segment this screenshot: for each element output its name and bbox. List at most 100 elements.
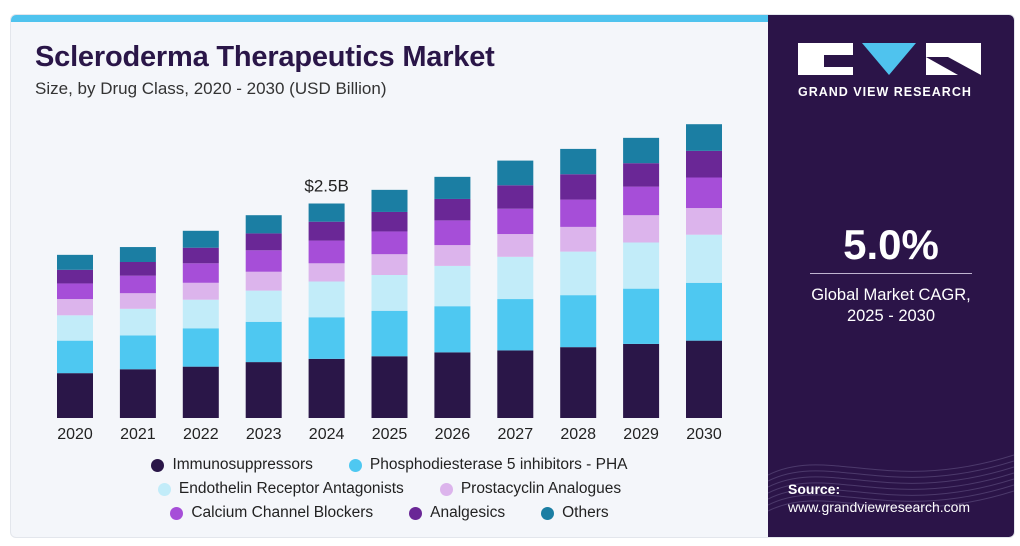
legend-swatch bbox=[151, 458, 165, 472]
x-tick-label: 2025 bbox=[372, 426, 408, 443]
bar-segment bbox=[497, 160, 534, 186]
data-annotation: $2.5B bbox=[304, 177, 348, 196]
bar-segment bbox=[560, 174, 597, 200]
bar-segment bbox=[245, 362, 282, 418]
bar-segment bbox=[245, 321, 282, 363]
bar-segment bbox=[119, 275, 156, 294]
bar-segment bbox=[371, 231, 408, 255]
x-tick-label: 2030 bbox=[686, 426, 722, 443]
legend-swatch bbox=[348, 458, 362, 472]
bar-segment bbox=[119, 369, 156, 418]
legend-item-prostacyclin: Prostacyclin Analogues bbox=[439, 480, 622, 498]
bar-segment bbox=[623, 215, 660, 243]
bar-segment bbox=[119, 308, 156, 336]
bar-segment bbox=[371, 189, 408, 212]
source-link[interactable]: www.grandviewresearch.com bbox=[788, 499, 971, 515]
legend-item-analgesics: Analgesics bbox=[409, 504, 505, 522]
bar-segment bbox=[119, 335, 156, 370]
bar-segment bbox=[57, 340, 93, 374]
bar-segment bbox=[245, 290, 282, 322]
bar-segment bbox=[182, 366, 219, 418]
bar-segment bbox=[57, 299, 93, 316]
bar-segment bbox=[497, 350, 534, 418]
sidebar-panel: GRAND VIEW RESEARCH 5.0% Global Market C… bbox=[768, 15, 1014, 537]
bar-segment bbox=[245, 250, 282, 272]
bar-segment bbox=[623, 137, 660, 164]
bar-segment bbox=[623, 242, 660, 289]
bar-segment bbox=[308, 221, 345, 241]
bar-segment bbox=[308, 240, 345, 264]
chart-subtitle: Size, by Drug Class, 2020 - 2030 (USD Bi… bbox=[35, 79, 387, 98]
bar-segment bbox=[57, 254, 93, 270]
legend-label: Calcium Channel Blockers bbox=[191, 504, 374, 521]
cagr-divider bbox=[810, 273, 972, 274]
x-tick-label: 2027 bbox=[498, 426, 534, 443]
bar-segment bbox=[245, 215, 282, 234]
legend-label: Phosphodiesterase 5 inhibitors - PHA bbox=[369, 456, 628, 473]
cagr-label-line2: 2025 - 2030 bbox=[846, 307, 936, 325]
x-tick-label: 2021 bbox=[120, 426, 156, 443]
wave-pattern bbox=[768, 454, 1014, 512]
bar-segment bbox=[371, 211, 408, 232]
legend-item-calcium: Calcium Channel Blockers bbox=[170, 504, 373, 522]
bar-segment bbox=[560, 251, 597, 296]
legend-label: Prostacyclin Analogues bbox=[460, 480, 622, 497]
bar-segment bbox=[560, 199, 597, 227]
legend-label: Endothelin Receptor Antagonists bbox=[178, 480, 404, 497]
legend-row: Immunosuppressors Phosphodiesterase 5 in… bbox=[11, 453, 768, 477]
legend-label: Others bbox=[562, 504, 609, 521]
bar-segment bbox=[182, 299, 219, 329]
bar-segment bbox=[497, 256, 534, 300]
bar-segment bbox=[686, 234, 722, 283]
legend-swatch bbox=[409, 506, 423, 520]
bar-segment bbox=[308, 317, 345, 359]
bar-segment bbox=[434, 352, 471, 418]
legend-item-pde5: Phosphodiesterase 5 inhibitors - PHA bbox=[348, 456, 628, 474]
gvr-logo-icon bbox=[798, 43, 981, 75]
legend-row: Calcium Channel Blockers Analgesics Othe… bbox=[11, 501, 768, 525]
bar-segment bbox=[497, 208, 534, 235]
legend-swatch bbox=[157, 482, 171, 496]
bar-segment bbox=[308, 281, 345, 318]
bar-segment bbox=[182, 328, 219, 367]
bar-segment bbox=[686, 177, 722, 209]
brand-name: GRAND VIEW RESEARCH bbox=[798, 85, 972, 99]
chart-title: Scleroderma Therapeutics Market bbox=[35, 41, 495, 73]
bar-segment bbox=[371, 310, 408, 357]
bar-segment bbox=[686, 124, 722, 151]
bar-segment bbox=[57, 373, 93, 418]
bar-segment bbox=[245, 233, 282, 251]
bar-segment bbox=[57, 315, 93, 341]
bar-segment bbox=[686, 208, 722, 235]
bar-segment bbox=[623, 288, 660, 344]
bar-segment bbox=[308, 263, 345, 282]
x-tick-label: 2020 bbox=[57, 426, 93, 443]
x-tick-label: 2024 bbox=[309, 426, 345, 443]
bar-segment bbox=[497, 299, 534, 351]
source-heading: Source: bbox=[788, 481, 841, 497]
bar-segment bbox=[371, 254, 408, 275]
legend-label: Analgesics bbox=[430, 504, 506, 521]
x-tick-label: 2028 bbox=[560, 426, 596, 443]
bar-segment bbox=[434, 198, 471, 221]
bar-segment bbox=[371, 275, 408, 311]
bar-segment bbox=[560, 148, 597, 175]
bar-segment bbox=[434, 265, 471, 307]
bar-segment bbox=[434, 220, 471, 246]
bar-segment bbox=[560, 226, 597, 252]
legend-item-immunosuppressors: Immunosuppressors bbox=[151, 456, 313, 474]
bar-segment bbox=[182, 282, 219, 300]
legend-item-others: Others bbox=[541, 504, 609, 522]
bar-segment bbox=[560, 347, 597, 418]
bar-segment bbox=[623, 163, 660, 187]
chart-card: Scleroderma Therapeutics Market Size, by… bbox=[10, 14, 1015, 538]
legend-swatch bbox=[541, 506, 555, 520]
cagr-value: 5.0% bbox=[843, 221, 939, 268]
bar-segment bbox=[686, 282, 722, 341]
bar-segment bbox=[434, 306, 471, 353]
x-tick-label: 2029 bbox=[623, 426, 659, 443]
accent-bar bbox=[11, 15, 768, 22]
bar-segment bbox=[308, 358, 345, 418]
bar-segment bbox=[308, 203, 345, 222]
bar-segment bbox=[434, 245, 471, 266]
